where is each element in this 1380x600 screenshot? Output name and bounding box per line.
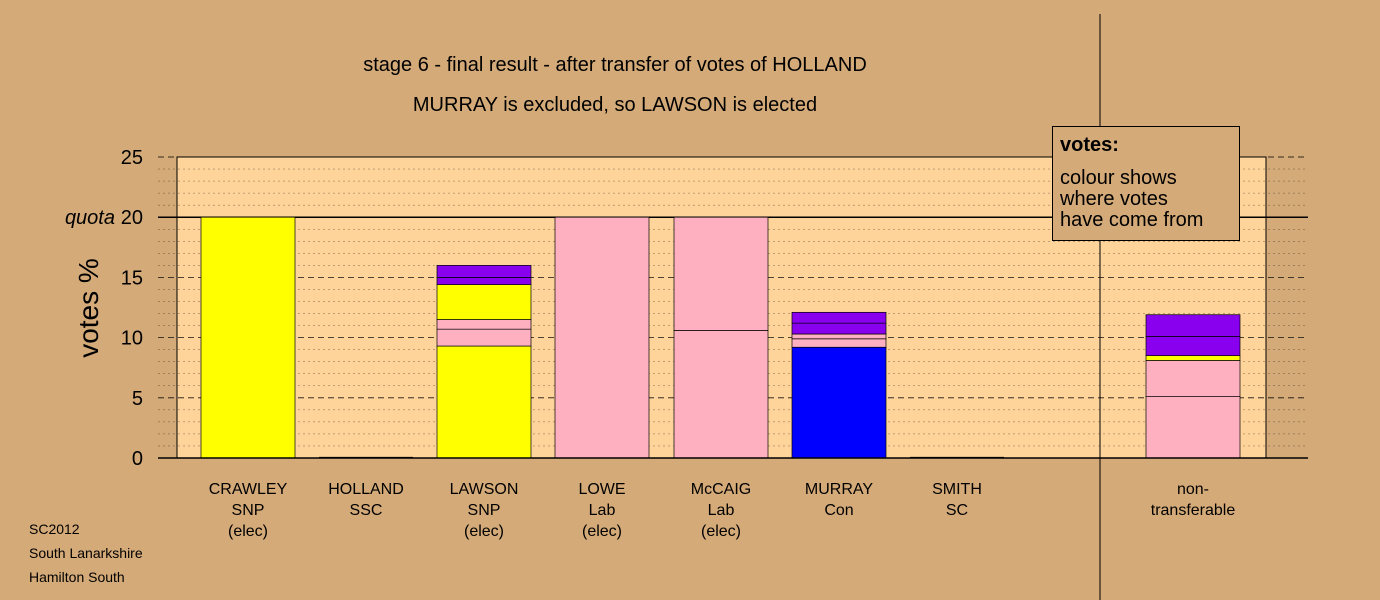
x-tick-label: CRAWLEY <box>209 481 288 498</box>
y-tick-label: 20 <box>121 207 143 229</box>
y-tick-labels: 0 5 10 15 20 25 <box>121 147 143 470</box>
bar-segment <box>791 333 887 340</box>
chart-subtitle: MURRAY is excluded, so LAWSON is elected <box>412 94 818 116</box>
legend-line: colour shows <box>1060 167 1177 189</box>
legend-line: where votes <box>1060 188 1168 210</box>
footer-council: South Lanarkshire <box>29 545 143 561</box>
x-tick-label: (elec) <box>582 523 622 540</box>
y-tick-label: 15 <box>121 267 143 289</box>
quota-label: quota <box>65 207 115 229</box>
y-tick-label: 10 <box>121 328 143 350</box>
bar-segment <box>436 277 532 285</box>
bar-segment <box>436 284 532 320</box>
bar-segment <box>1145 336 1241 357</box>
x-tick-label: (elec) <box>228 523 268 540</box>
x-tick-label: Lab <box>708 502 735 519</box>
x-tick-label: LAWSON <box>450 481 519 498</box>
bar-segment <box>1145 314 1241 337</box>
bar-segment <box>791 322 887 335</box>
bar-segment <box>673 216 769 331</box>
bar-segment <box>554 216 650 459</box>
x-tick-label: MURRAY <box>805 481 873 498</box>
bars <box>200 216 1241 459</box>
legend-title: votes: <box>1060 134 1119 156</box>
x-tick-label: Con <box>824 502 853 519</box>
bar-segment <box>436 265 532 278</box>
axes <box>158 14 1308 600</box>
bar-segment <box>791 311 887 324</box>
x-tick-label: SMITH <box>932 481 982 498</box>
bar-segment <box>791 346 887 459</box>
x-tick-label: HOLLAND <box>328 481 404 498</box>
x-tick-label: SNP <box>232 502 265 519</box>
x-tick-labels: CRAWLEY SNP (elec) HOLLAND SSC LAWSON SNP (elec… <box>209 481 1236 540</box>
bar-segment <box>1145 360 1241 397</box>
legend: votes: colour shows where votes have com… <box>1052 126 1240 241</box>
bar-segment <box>791 338 887 348</box>
x-tick-label: transferable <box>1151 502 1236 519</box>
bar-segment <box>200 216 296 459</box>
bar-segment <box>673 330 769 459</box>
footer-election: SC2012 <box>29 521 80 537</box>
x-tick-label: (elec) <box>464 523 504 540</box>
x-tick-label: non- <box>1177 481 1209 498</box>
footer-ward: Hamilton South <box>29 569 125 585</box>
x-tick-label: Lab <box>589 502 616 519</box>
x-tick-label: LOWE <box>578 481 625 498</box>
y-tick-label: 0 <box>132 448 143 470</box>
x-tick-label: McCAIG <box>691 481 751 498</box>
x-tick-label: SC <box>946 502 968 519</box>
x-tick-label: SNP <box>468 502 501 519</box>
chart-title: stage 6 - final result - after transfer … <box>363 54 867 76</box>
x-tick-label: (elec) <box>701 523 741 540</box>
bar-segment <box>436 319 532 330</box>
x-tick-label: SSC <box>350 502 383 519</box>
bar-segment <box>436 345 532 459</box>
bar-segment <box>1145 396 1241 459</box>
bar-segment <box>436 328 532 347</box>
bar-segment <box>1145 355 1241 361</box>
y-tick-label: 5 <box>132 388 143 410</box>
legend-line: have come from <box>1060 209 1204 231</box>
y-tick-label: 25 <box>121 147 143 169</box>
y-axis-label: votes % <box>73 258 104 358</box>
